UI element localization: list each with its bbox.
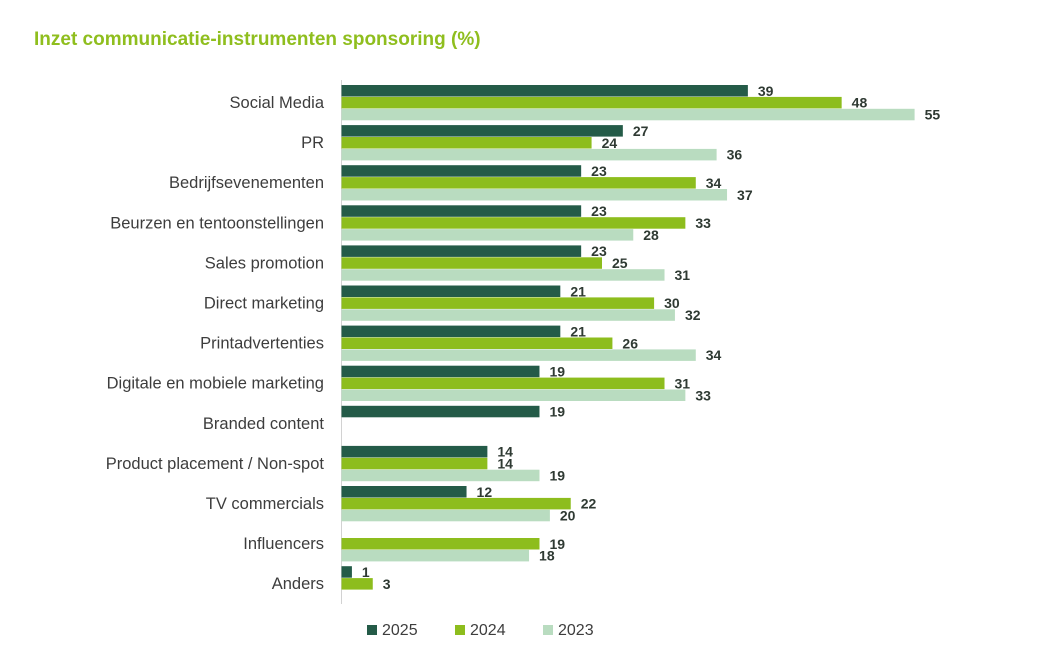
data-label: 14	[497, 456, 513, 472]
bar-2025	[341, 285, 561, 297]
bar-2024	[341, 257, 602, 269]
data-label: 14	[497, 444, 513, 460]
category-label: TV commercials	[206, 495, 324, 513]
bar-2024	[341, 297, 655, 309]
bar-2025	[341, 125, 623, 137]
bar-2025	[341, 566, 352, 578]
data-label: 24	[602, 135, 618, 151]
bar-2023	[341, 469, 540, 482]
bar-2025	[341, 486, 467, 498]
data-label: 23	[591, 203, 607, 219]
data-label: 33	[695, 215, 711, 231]
bar-2025	[341, 165, 582, 177]
category-label: Beurzen en tentoonstellingen	[110, 214, 324, 232]
category-label: Influencers	[243, 535, 324, 553]
bar-2024	[341, 137, 592, 149]
bar-2025	[341, 445, 488, 458]
data-label: 21	[570, 283, 586, 299]
bar-2023	[341, 148, 717, 161]
category-label: Anders	[272, 575, 324, 593]
data-label: 27	[633, 123, 649, 139]
bar-2024	[341, 177, 696, 189]
bar-2024	[341, 457, 488, 470]
data-label: 34	[706, 175, 722, 191]
bar-2024	[341, 578, 373, 590]
bar-2023	[341, 509, 550, 522]
legend-swatch-2025	[367, 625, 377, 635]
category-label: Sales promotion	[205, 254, 324, 272]
bar-2024	[341, 217, 686, 229]
bar-2023	[341, 189, 728, 201]
data-label: 19	[549, 363, 565, 379]
data-label: 19	[549, 536, 565, 552]
data-label: 32	[685, 307, 701, 323]
legend-label: 2024	[470, 622, 506, 639]
data-label: 26	[622, 335, 638, 351]
bar-2023	[341, 108, 915, 121]
chart-title: Inzet communicatie-instrumenten sponsori…	[34, 29, 481, 50]
category-label: Branded content	[203, 415, 325, 433]
bar-2025	[341, 245, 582, 257]
bar-2023	[341, 549, 530, 562]
data-label: 1	[362, 564, 370, 580]
category-label: PR	[301, 134, 324, 152]
data-label: 39	[758, 83, 774, 99]
data-label: 48	[852, 95, 868, 111]
data-label: 22	[581, 496, 597, 512]
bar-2025	[341, 85, 748, 97]
bar-2024	[341, 497, 571, 510]
legend-swatch-2024	[455, 625, 465, 635]
bar-2025	[341, 365, 540, 378]
data-label: 34	[706, 347, 722, 363]
bar-2023	[341, 229, 634, 241]
data-label: 31	[675, 375, 691, 391]
data-label: 31	[675, 267, 691, 283]
category-label: Direct marketing	[204, 295, 324, 313]
data-label: 33	[695, 387, 711, 403]
bar-2025	[341, 205, 582, 217]
bar-2023	[341, 389, 686, 401]
data-label: 23	[591, 163, 607, 179]
legend-label: 2023	[558, 622, 594, 639]
data-label: 18	[539, 548, 555, 564]
legend-label: 2025	[382, 622, 418, 639]
category-label: Social Media	[230, 94, 325, 112]
bar-2023	[341, 269, 665, 281]
data-label: 55	[925, 107, 941, 123]
category-label: Bedrijfsevenementen	[169, 174, 324, 192]
data-label: 20	[560, 508, 576, 524]
category-label: Digitale en mobiele marketing	[107, 375, 324, 393]
data-label: 3	[383, 576, 391, 592]
data-label: 28	[643, 227, 659, 243]
data-label: 36	[727, 147, 743, 163]
bar-2023	[341, 309, 675, 321]
bar-2024	[341, 377, 665, 390]
legend-swatch-2023	[543, 625, 553, 635]
bar-2025	[341, 325, 561, 338]
data-label: 19	[549, 467, 565, 483]
bar-2024	[341, 337, 613, 349]
data-label: 19	[549, 404, 565, 420]
category-label: Product placement / Non-spot	[106, 455, 325, 473]
data-label: 30	[664, 295, 680, 311]
data-label: 25	[612, 255, 628, 271]
bar-2024	[341, 538, 540, 550]
bar-2025	[341, 405, 540, 418]
data-label: 12	[477, 484, 493, 500]
bar-2023	[341, 349, 696, 361]
bar-2024	[341, 96, 842, 109]
category-label: Printadvertenties	[200, 335, 324, 353]
data-label: 23	[591, 243, 607, 259]
data-label: 21	[570, 323, 586, 339]
data-label: 37	[737, 187, 753, 203]
